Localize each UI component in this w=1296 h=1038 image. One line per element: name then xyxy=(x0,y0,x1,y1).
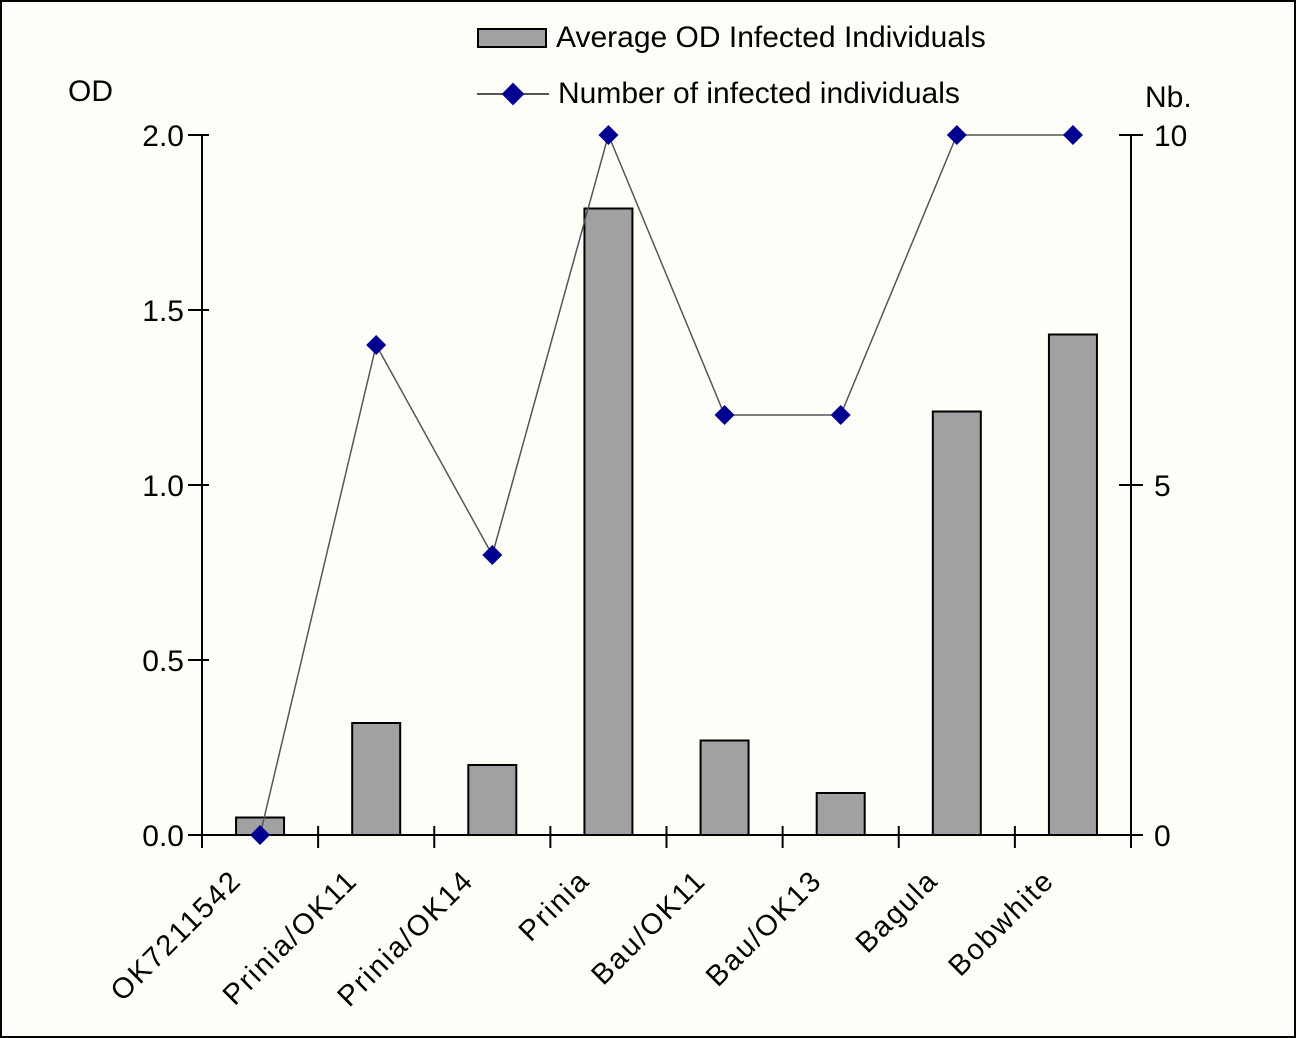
y-axis-tick-label-right: 10 xyxy=(1154,120,1187,153)
x-axis-label: Bobwhite xyxy=(943,864,1061,982)
diamond-line-icon xyxy=(477,82,549,106)
x-axis-label: Prinia xyxy=(513,864,597,948)
bar xyxy=(699,739,750,836)
x-axis-label: Bau/OK11 xyxy=(585,864,712,991)
right-axis-title: Nb. xyxy=(1145,81,1192,114)
bar xyxy=(583,207,634,836)
x-axis-label: Bau/OK13 xyxy=(700,864,829,993)
diamond-marker xyxy=(250,825,271,845)
diamond-marker xyxy=(598,125,619,145)
y-axis-tick-label-left: 1.0 xyxy=(142,470,184,503)
y-axis-tick-label-left: 2.0 xyxy=(142,120,184,153)
bar xyxy=(1047,333,1098,836)
y-axis-tick-label-right: 5 xyxy=(1154,470,1171,503)
legend-item-line: Number of infected individuals xyxy=(477,66,986,122)
line-series xyxy=(259,132,1073,836)
diamond-marker xyxy=(830,405,851,425)
legend-label: Number of infected individuals xyxy=(558,77,960,110)
bar-swatch-icon xyxy=(477,28,547,48)
bar xyxy=(931,410,982,836)
y-axis-tick-label-left: 0.0 xyxy=(142,820,184,853)
legend: Average OD Infected Individuals Number o… xyxy=(477,10,986,122)
diamond-marker xyxy=(366,335,387,355)
diamond-marker xyxy=(1062,125,1083,145)
diamond-marker xyxy=(482,545,503,565)
legend-item-bars: Average OD Infected Individuals xyxy=(477,10,986,66)
bar xyxy=(467,764,518,836)
y-axis-tick-label-left: 1.5 xyxy=(142,295,184,328)
y-axis-tick-label-left: 0.5 xyxy=(142,645,184,678)
diamond-marker xyxy=(714,405,735,425)
bar xyxy=(815,792,866,836)
y-axis-tick-label-right: 0 xyxy=(1154,820,1171,853)
left-axis-title: OD xyxy=(68,75,113,108)
diamond-marker xyxy=(946,125,967,145)
legend-label: Average OD Infected Individuals xyxy=(556,21,986,54)
bar xyxy=(351,722,402,836)
x-axis-label: Bagula xyxy=(850,864,945,959)
